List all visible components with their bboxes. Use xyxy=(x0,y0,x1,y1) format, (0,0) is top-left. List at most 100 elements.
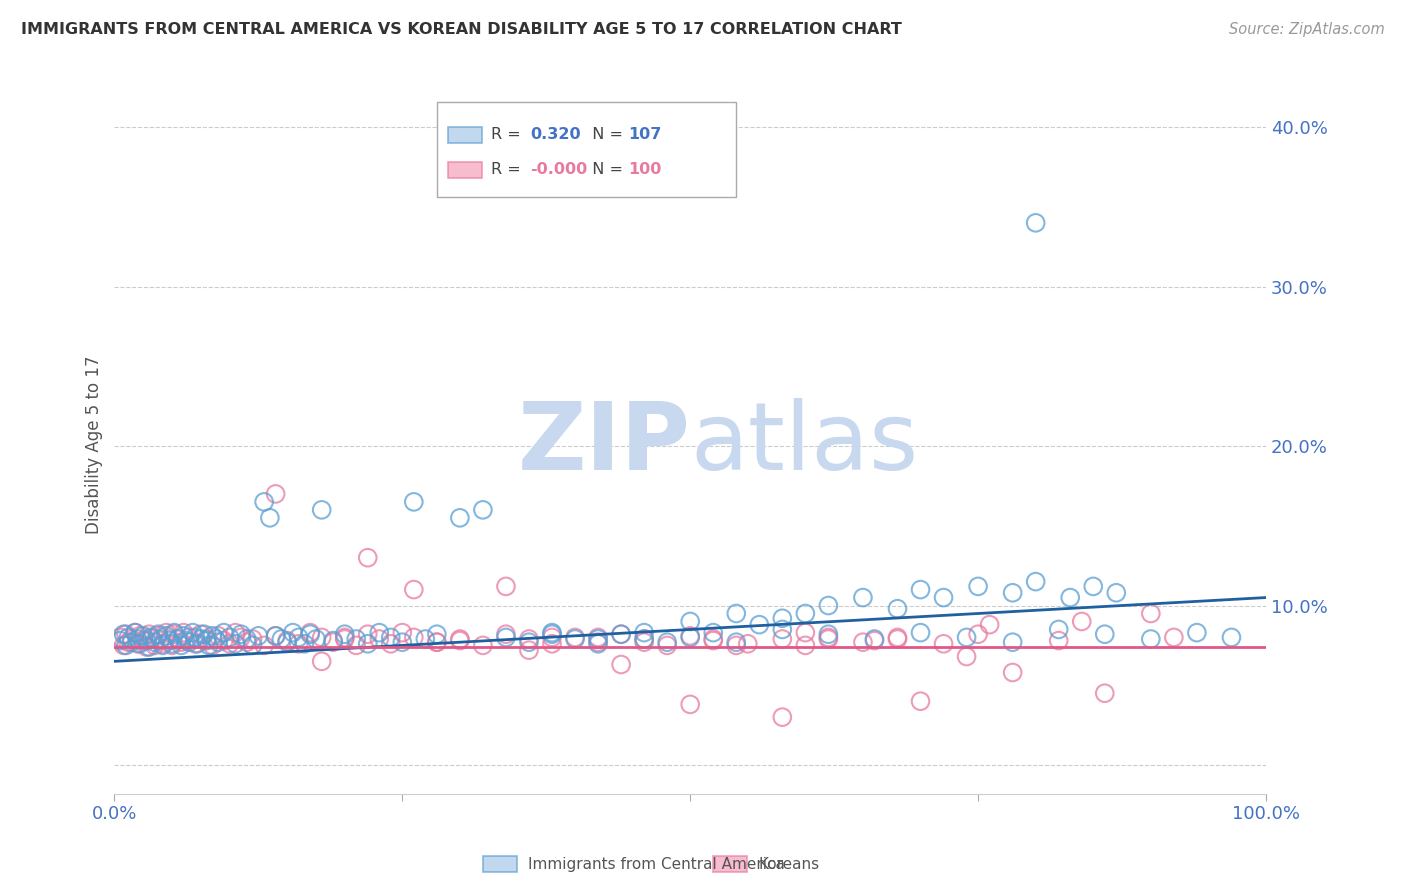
Point xyxy=(725,635,748,649)
Point xyxy=(128,629,150,643)
Point xyxy=(517,632,540,646)
Point xyxy=(657,639,679,653)
Point xyxy=(586,635,609,649)
Point xyxy=(299,625,322,640)
Point xyxy=(886,632,908,646)
Text: 100: 100 xyxy=(628,161,662,177)
Point xyxy=(633,632,655,646)
Point xyxy=(541,631,564,645)
Point xyxy=(679,698,702,712)
Point xyxy=(657,635,679,649)
Point xyxy=(1094,627,1116,641)
Point xyxy=(146,629,169,643)
Point xyxy=(633,632,655,646)
Point xyxy=(852,591,875,605)
Point xyxy=(1025,216,1047,230)
Point xyxy=(173,629,195,643)
Point xyxy=(294,637,316,651)
Point xyxy=(495,631,517,645)
Point xyxy=(725,639,748,653)
Point xyxy=(368,632,391,646)
Point xyxy=(207,629,229,643)
Point xyxy=(115,627,138,641)
Point xyxy=(270,632,292,646)
Text: ZIP: ZIP xyxy=(517,399,690,491)
Point xyxy=(679,629,702,643)
Point xyxy=(112,627,135,641)
Text: -0.000: -0.000 xyxy=(530,161,588,177)
Text: R =: R = xyxy=(491,127,526,142)
Point xyxy=(932,591,955,605)
Point xyxy=(143,639,166,653)
Point xyxy=(1025,574,1047,589)
Point xyxy=(152,637,174,651)
Point xyxy=(910,625,932,640)
Point xyxy=(149,633,172,648)
Point xyxy=(138,627,160,641)
Point xyxy=(391,635,413,649)
Point xyxy=(1140,632,1163,646)
Point xyxy=(112,639,135,653)
Point xyxy=(195,633,218,648)
Text: 0.320: 0.320 xyxy=(530,127,581,142)
Point xyxy=(586,631,609,645)
Point xyxy=(886,631,908,645)
Point xyxy=(184,637,207,651)
Point xyxy=(108,633,131,648)
Point xyxy=(770,710,793,724)
Point xyxy=(357,550,380,565)
Point xyxy=(201,629,224,643)
Point xyxy=(204,632,226,646)
Point xyxy=(299,627,322,641)
Point xyxy=(146,627,169,641)
Point xyxy=(357,627,380,641)
Point xyxy=(229,631,252,645)
Point xyxy=(586,632,609,646)
Point xyxy=(967,627,990,641)
Point xyxy=(391,625,413,640)
Point xyxy=(1140,607,1163,621)
Point xyxy=(967,579,990,593)
Point xyxy=(174,633,197,648)
Point xyxy=(138,640,160,654)
Text: Immigrants from Central America: Immigrants from Central America xyxy=(527,857,785,871)
Point xyxy=(886,601,908,615)
Point xyxy=(166,632,188,646)
Point xyxy=(117,631,139,645)
Point xyxy=(184,631,207,645)
Point xyxy=(1220,631,1243,645)
Point xyxy=(679,615,702,629)
Point xyxy=(610,627,633,641)
Point xyxy=(817,627,839,641)
Point xyxy=(322,635,344,649)
Point xyxy=(333,632,356,646)
Point xyxy=(541,637,564,651)
Point xyxy=(517,643,540,657)
Point xyxy=(190,632,212,646)
Point xyxy=(311,503,333,517)
Point xyxy=(117,635,139,649)
Point xyxy=(770,611,793,625)
Point xyxy=(333,631,356,645)
Point xyxy=(564,632,586,646)
Point xyxy=(955,649,977,664)
Point xyxy=(794,639,817,653)
Point xyxy=(402,631,425,645)
Point xyxy=(247,629,270,643)
Point xyxy=(224,637,246,651)
Point xyxy=(149,632,172,646)
Point xyxy=(1163,631,1185,645)
Point xyxy=(449,511,471,525)
Point xyxy=(124,625,146,640)
Point xyxy=(1105,586,1128,600)
Point xyxy=(1047,633,1070,648)
Point xyxy=(910,582,932,597)
Point xyxy=(195,632,218,646)
Point xyxy=(541,627,564,641)
Point xyxy=(155,625,177,640)
Text: 107: 107 xyxy=(628,127,662,142)
Point xyxy=(242,639,264,653)
Point xyxy=(132,629,155,643)
Point xyxy=(115,639,138,653)
Point xyxy=(163,625,186,640)
